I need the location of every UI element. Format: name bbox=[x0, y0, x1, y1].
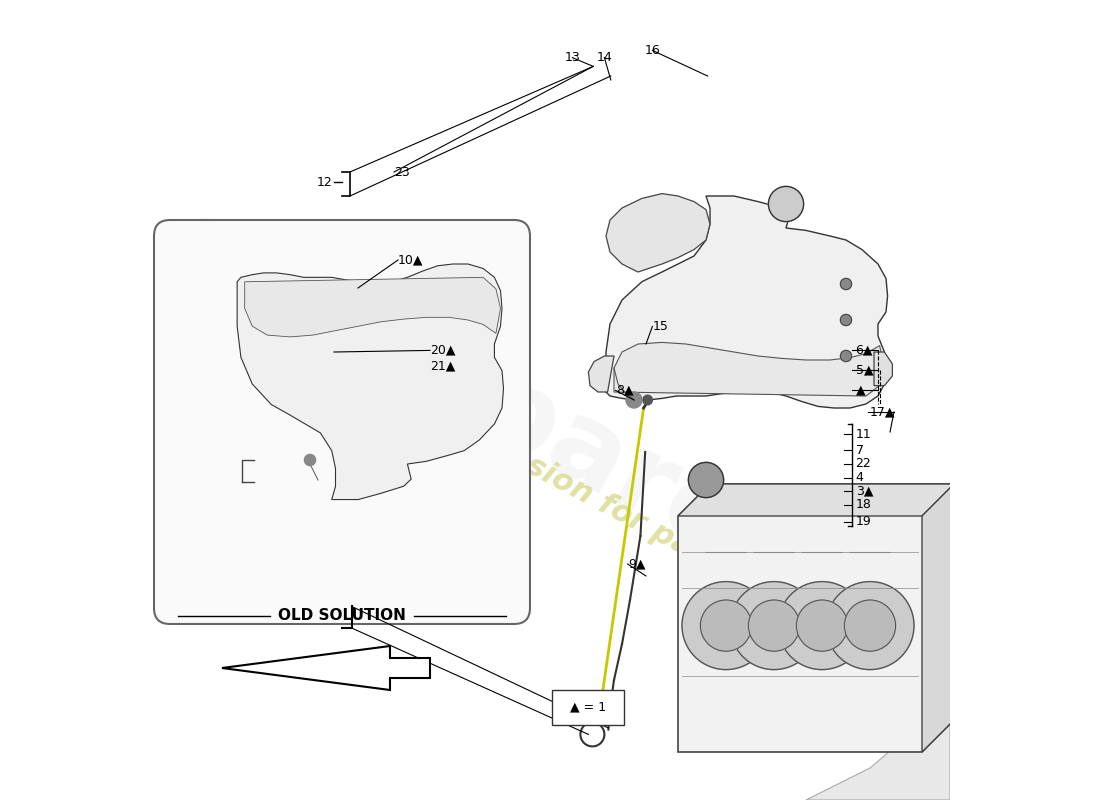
Text: 8▲: 8▲ bbox=[616, 384, 634, 397]
Text: 7: 7 bbox=[856, 444, 864, 457]
Text: 21▲: 21▲ bbox=[430, 360, 455, 373]
Circle shape bbox=[748, 600, 800, 651]
Text: 4: 4 bbox=[856, 471, 864, 484]
Polygon shape bbox=[806, 624, 950, 800]
Text: 20▲: 20▲ bbox=[430, 344, 455, 357]
Circle shape bbox=[845, 600, 895, 651]
Polygon shape bbox=[222, 646, 430, 690]
Polygon shape bbox=[922, 484, 954, 752]
Circle shape bbox=[701, 600, 751, 651]
Text: 11: 11 bbox=[856, 428, 871, 441]
Text: 5▲: 5▲ bbox=[856, 363, 873, 376]
Polygon shape bbox=[588, 356, 614, 392]
Circle shape bbox=[840, 278, 851, 290]
Circle shape bbox=[689, 462, 724, 498]
Text: 23: 23 bbox=[394, 166, 409, 178]
Circle shape bbox=[778, 582, 866, 670]
Polygon shape bbox=[606, 196, 888, 408]
Circle shape bbox=[840, 350, 851, 362]
Text: 15: 15 bbox=[652, 320, 669, 333]
Circle shape bbox=[305, 454, 316, 466]
Text: 10▲: 10▲ bbox=[398, 254, 424, 266]
Circle shape bbox=[826, 582, 914, 670]
Text: OLD SOLUTION: OLD SOLUTION bbox=[278, 609, 406, 623]
Polygon shape bbox=[678, 484, 954, 752]
Polygon shape bbox=[678, 484, 954, 516]
Text: 16: 16 bbox=[645, 44, 660, 57]
Text: 3▲: 3▲ bbox=[856, 485, 873, 498]
Circle shape bbox=[796, 600, 848, 651]
Circle shape bbox=[769, 186, 804, 222]
Text: ▲ = 1: ▲ = 1 bbox=[570, 701, 606, 714]
Polygon shape bbox=[614, 342, 884, 396]
Polygon shape bbox=[606, 194, 710, 272]
Circle shape bbox=[730, 582, 818, 670]
Circle shape bbox=[682, 582, 770, 670]
Text: 9▲: 9▲ bbox=[628, 558, 646, 570]
Text: 18: 18 bbox=[856, 498, 871, 511]
Text: 6▲: 6▲ bbox=[856, 344, 873, 357]
Polygon shape bbox=[244, 278, 500, 337]
Text: 14: 14 bbox=[596, 51, 613, 64]
Text: 13: 13 bbox=[564, 51, 581, 64]
Text: 19: 19 bbox=[856, 515, 871, 528]
Circle shape bbox=[840, 314, 851, 326]
Polygon shape bbox=[238, 264, 504, 499]
Text: 17▲: 17▲ bbox=[870, 406, 895, 418]
FancyBboxPatch shape bbox=[551, 690, 625, 725]
Circle shape bbox=[626, 392, 642, 408]
Text: 22: 22 bbox=[856, 458, 871, 470]
Text: 12: 12 bbox=[317, 176, 332, 189]
Text: ▲: ▲ bbox=[856, 384, 866, 397]
Text: eurospare: eurospare bbox=[147, 187, 760, 581]
Circle shape bbox=[642, 395, 652, 405]
Text: a passion for parts: a passion for parts bbox=[440, 407, 740, 585]
Polygon shape bbox=[874, 352, 892, 386]
FancyBboxPatch shape bbox=[154, 220, 530, 624]
